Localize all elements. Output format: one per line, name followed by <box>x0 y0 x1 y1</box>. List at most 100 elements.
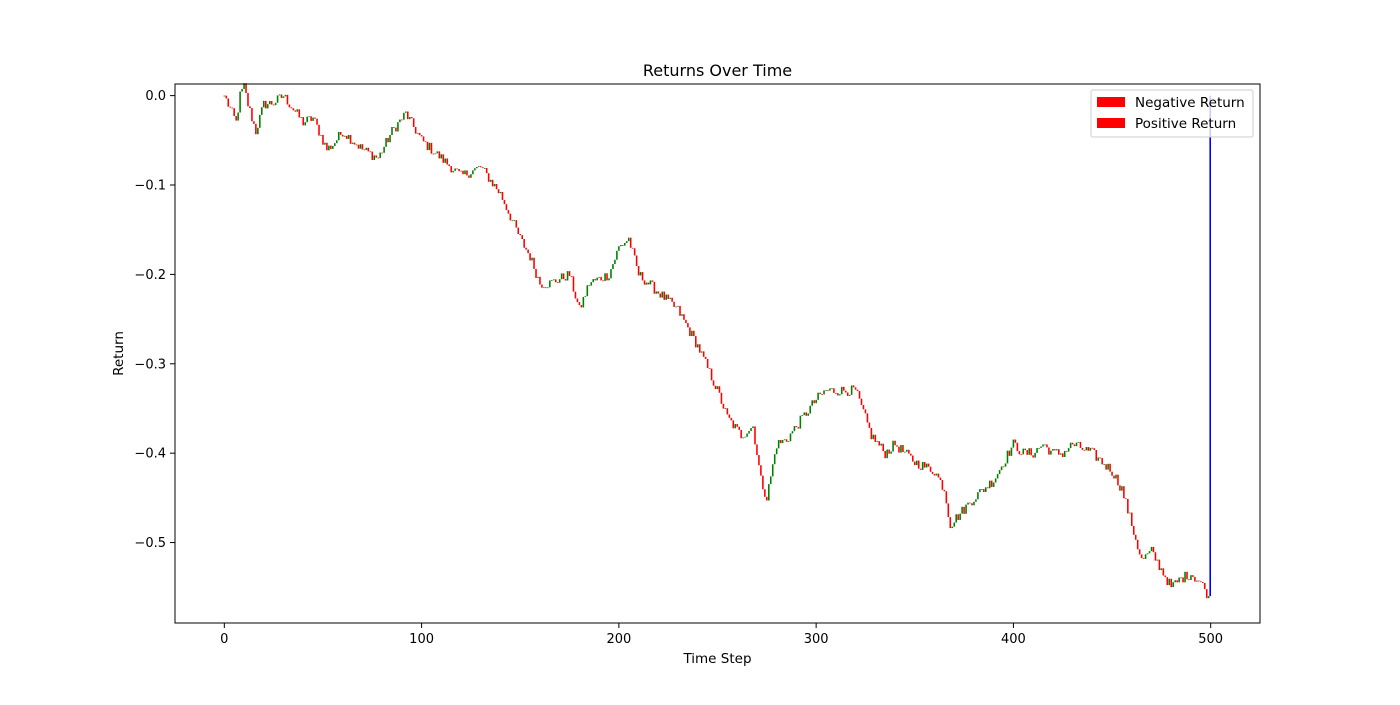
negative-return-bar <box>535 268 537 278</box>
positive-return-bar <box>1107 463 1109 470</box>
positive-return-bar <box>992 482 995 487</box>
negative-return-bar <box>963 506 965 514</box>
negative-return-bar <box>805 412 808 416</box>
negative-return-bar <box>523 239 525 248</box>
positive-return-bar <box>237 112 239 121</box>
negative-return-bar <box>888 449 890 454</box>
negative-return-bar <box>1073 444 1076 447</box>
negative-return-bar <box>785 439 788 442</box>
positive-return-bar <box>566 271 569 281</box>
positive-return-bar <box>464 170 466 175</box>
positive-return-bar <box>478 166 480 167</box>
negative-return-bar <box>1083 449 1086 451</box>
negative-return-bar <box>708 367 711 369</box>
negative-return-bar <box>945 491 948 504</box>
positive-return-bar <box>1052 449 1054 451</box>
negative-return-bar <box>685 319 687 324</box>
positive-return-bar <box>1063 450 1066 457</box>
negative-return-bar <box>844 390 847 393</box>
positive-return-bar <box>1168 578 1171 586</box>
positive-return-bar <box>906 449 908 452</box>
negative-return-bar <box>1194 576 1196 582</box>
negative-return-bar <box>517 227 520 234</box>
negative-return-bar <box>667 294 669 299</box>
positive-return-bar <box>616 250 618 260</box>
positive-return-bar <box>977 492 979 500</box>
negative-return-bar <box>387 138 389 143</box>
negative-return-bar <box>562 273 565 280</box>
negative-return-bar <box>679 305 681 316</box>
negative-return-bar <box>533 257 535 269</box>
negative-return-bar <box>339 131 342 135</box>
positive-return-bar <box>675 306 677 308</box>
positive-return-bar <box>444 158 447 163</box>
negative-return-bar <box>377 157 379 159</box>
negative-return-bar <box>821 394 823 395</box>
negative-return-bar <box>424 141 427 143</box>
negative-return-bar <box>1188 579 1190 581</box>
positive-return-bar <box>681 314 683 316</box>
negative-return-bar <box>852 385 855 388</box>
negative-return-bar <box>422 136 425 142</box>
positive-return-bar <box>807 413 810 416</box>
negative-return-bar <box>1048 447 1050 455</box>
positive-return-bar <box>296 109 299 112</box>
positive-return-bar <box>337 131 340 141</box>
positive-return-bar <box>1103 464 1105 466</box>
negative-return-bar <box>1081 447 1084 450</box>
negative-return-bar <box>401 119 403 121</box>
positive-return-bar <box>787 441 790 442</box>
positive-return-bar <box>560 273 563 280</box>
positive-return-bar <box>700 351 703 353</box>
negative-return-bar <box>795 426 798 428</box>
positive-return-bar <box>876 441 879 442</box>
negative-return-bar <box>758 455 760 466</box>
positive-return-bar <box>278 94 281 96</box>
negative-return-bar <box>813 400 815 404</box>
positive-return-bar <box>921 462 924 470</box>
negative-return-bar <box>576 298 579 303</box>
positive-return-bar <box>389 135 391 143</box>
negative-return-bar <box>819 392 821 395</box>
negative-return-bar <box>837 393 839 396</box>
negative-return-bar <box>233 108 235 117</box>
positive-return-bar <box>408 117 411 120</box>
negative-return-bar <box>235 116 237 121</box>
plot-frame <box>174 83 1261 624</box>
negative-return-bar <box>527 249 529 254</box>
negative-return-bar <box>653 281 656 294</box>
positive-return-bar <box>1089 447 1092 451</box>
positive-return-bar <box>959 513 961 520</box>
negative-return-bar <box>594 279 596 281</box>
positive-return-bar <box>343 135 346 137</box>
negative-return-bar <box>637 266 640 276</box>
positive-return-bar <box>1160 568 1163 571</box>
negative-return-bar <box>272 104 275 106</box>
positive-return-bar <box>1097 457 1100 461</box>
negative-return-bar <box>842 386 845 391</box>
positive-return-bar <box>397 122 399 132</box>
negative-return-bar <box>1154 552 1157 561</box>
negative-return-bar <box>647 282 650 285</box>
positive-return-bar <box>243 83 245 89</box>
positive-return-bar <box>359 144 362 149</box>
y-tick-label: 0.0 <box>145 89 166 104</box>
legend-swatch-positive <box>1097 118 1125 128</box>
positive-return-bar <box>850 385 853 395</box>
negative-return-bar <box>1079 441 1082 448</box>
positive-return-bar <box>312 117 314 121</box>
negative-return-bar <box>1065 450 1068 452</box>
negative-return-bar <box>1119 485 1121 491</box>
negative-return-bar <box>446 158 449 165</box>
x-tick-label: 500 <box>1198 632 1223 647</box>
positive-return-bar <box>383 146 385 153</box>
legend-box <box>1090 89 1254 138</box>
negative-return-bar <box>1140 554 1143 559</box>
negative-return-bar <box>923 462 926 468</box>
negative-return-bar <box>937 473 940 478</box>
positive-return-bar <box>428 142 431 151</box>
positive-return-bar <box>365 147 368 150</box>
negative-return-bar <box>941 480 944 490</box>
positive-return-bar <box>1184 571 1186 583</box>
negative-return-bar <box>693 330 695 337</box>
